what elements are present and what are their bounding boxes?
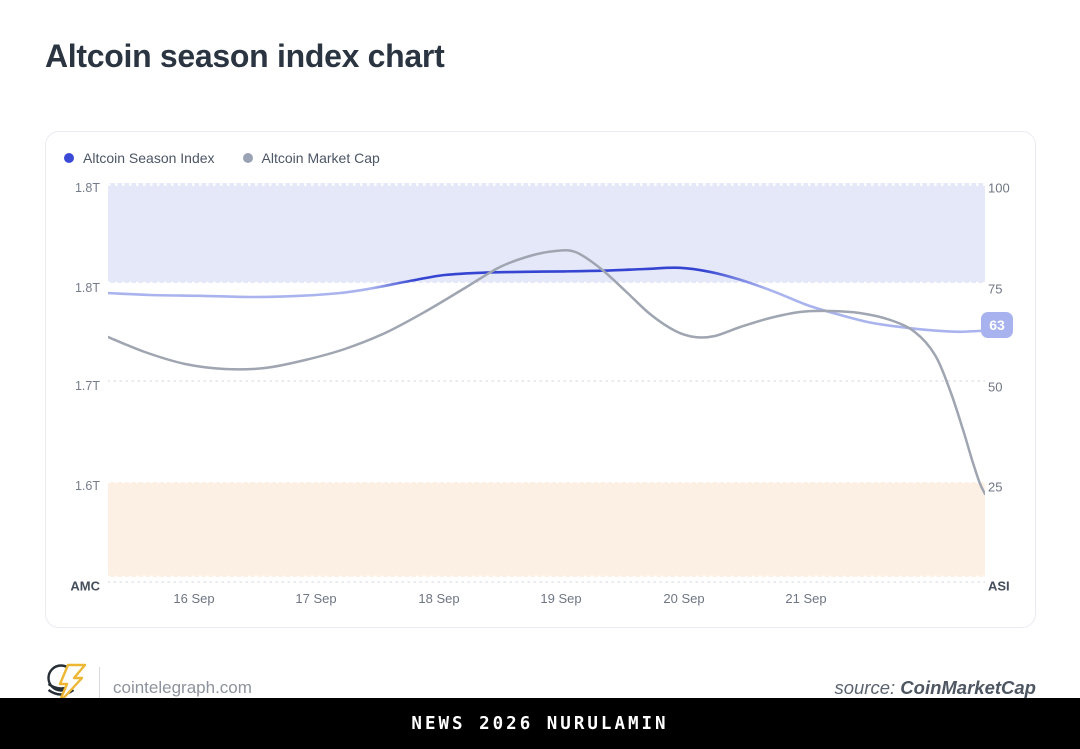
source-prefix: source: bbox=[834, 677, 896, 698]
left-axis-tick: 1.8T bbox=[74, 181, 100, 195]
bitcoin-season-band bbox=[108, 482, 985, 577]
right-axis-tick: 50 bbox=[988, 379, 1003, 395]
news-banner-text: NEWS 2026 NURULAMIN bbox=[411, 713, 669, 734]
site-name: cointelegraph.com bbox=[113, 678, 252, 697]
x-axis-tick: 19 Sep bbox=[540, 591, 582, 606]
altcoin-season-band bbox=[108, 183, 985, 283]
altcoin-market-cap-line bbox=[108, 248, 985, 496]
legend-item-altcoin-market-cap: Altcoin Market Cap bbox=[242, 150, 380, 166]
right-axis-label: ASI bbox=[988, 578, 1010, 594]
cointelegraph-logo-icon bbox=[47, 663, 87, 705]
right-axis-tick: 25 bbox=[988, 479, 1003, 495]
x-axis-tick: 21 Sep bbox=[785, 591, 827, 606]
legend-label: Altcoin Season Index bbox=[83, 150, 215, 166]
left-axis-tick: 1.8T bbox=[74, 281, 100, 295]
source-credit: source: CoinMarketCap bbox=[834, 677, 1036, 699]
left-axis-tick: 1.7T bbox=[74, 379, 100, 393]
x-axis-tick: 18 Sep bbox=[418, 591, 460, 606]
legend-item-altcoin-season-index: Altcoin Season Index bbox=[64, 150, 215, 166]
footer-divider bbox=[99, 667, 100, 699]
current-value-badge: 63 bbox=[981, 312, 1013, 338]
x-axis-tick: 20 Sep bbox=[663, 591, 705, 606]
chart-legend: Altcoin Season Index Altcoin Market Cap bbox=[64, 150, 380, 166]
altcoin-season-index-line bbox=[108, 266, 985, 334]
news-banner: NEWS 2026 NURULAMIN bbox=[0, 698, 1080, 749]
right-axis-tick: 75 bbox=[988, 281, 1003, 297]
page-title: Altcoin season index chart bbox=[45, 38, 445, 74]
legend-dot-icon bbox=[242, 153, 253, 163]
source-name: CoinMarketCap bbox=[900, 677, 1036, 698]
left-axis-label: AMC bbox=[70, 578, 100, 594]
x-axis-tick: 17 Sep bbox=[295, 591, 337, 606]
chart-plot-area bbox=[108, 183, 985, 583]
x-axis-tick: 16 Sep bbox=[173, 591, 215, 606]
right-axis-tick: 100 bbox=[988, 180, 1010, 196]
legend-dot-icon bbox=[64, 153, 74, 163]
legend-label: Altcoin Market Cap bbox=[261, 150, 380, 166]
left-axis-tick: 1.6T bbox=[74, 479, 100, 493]
